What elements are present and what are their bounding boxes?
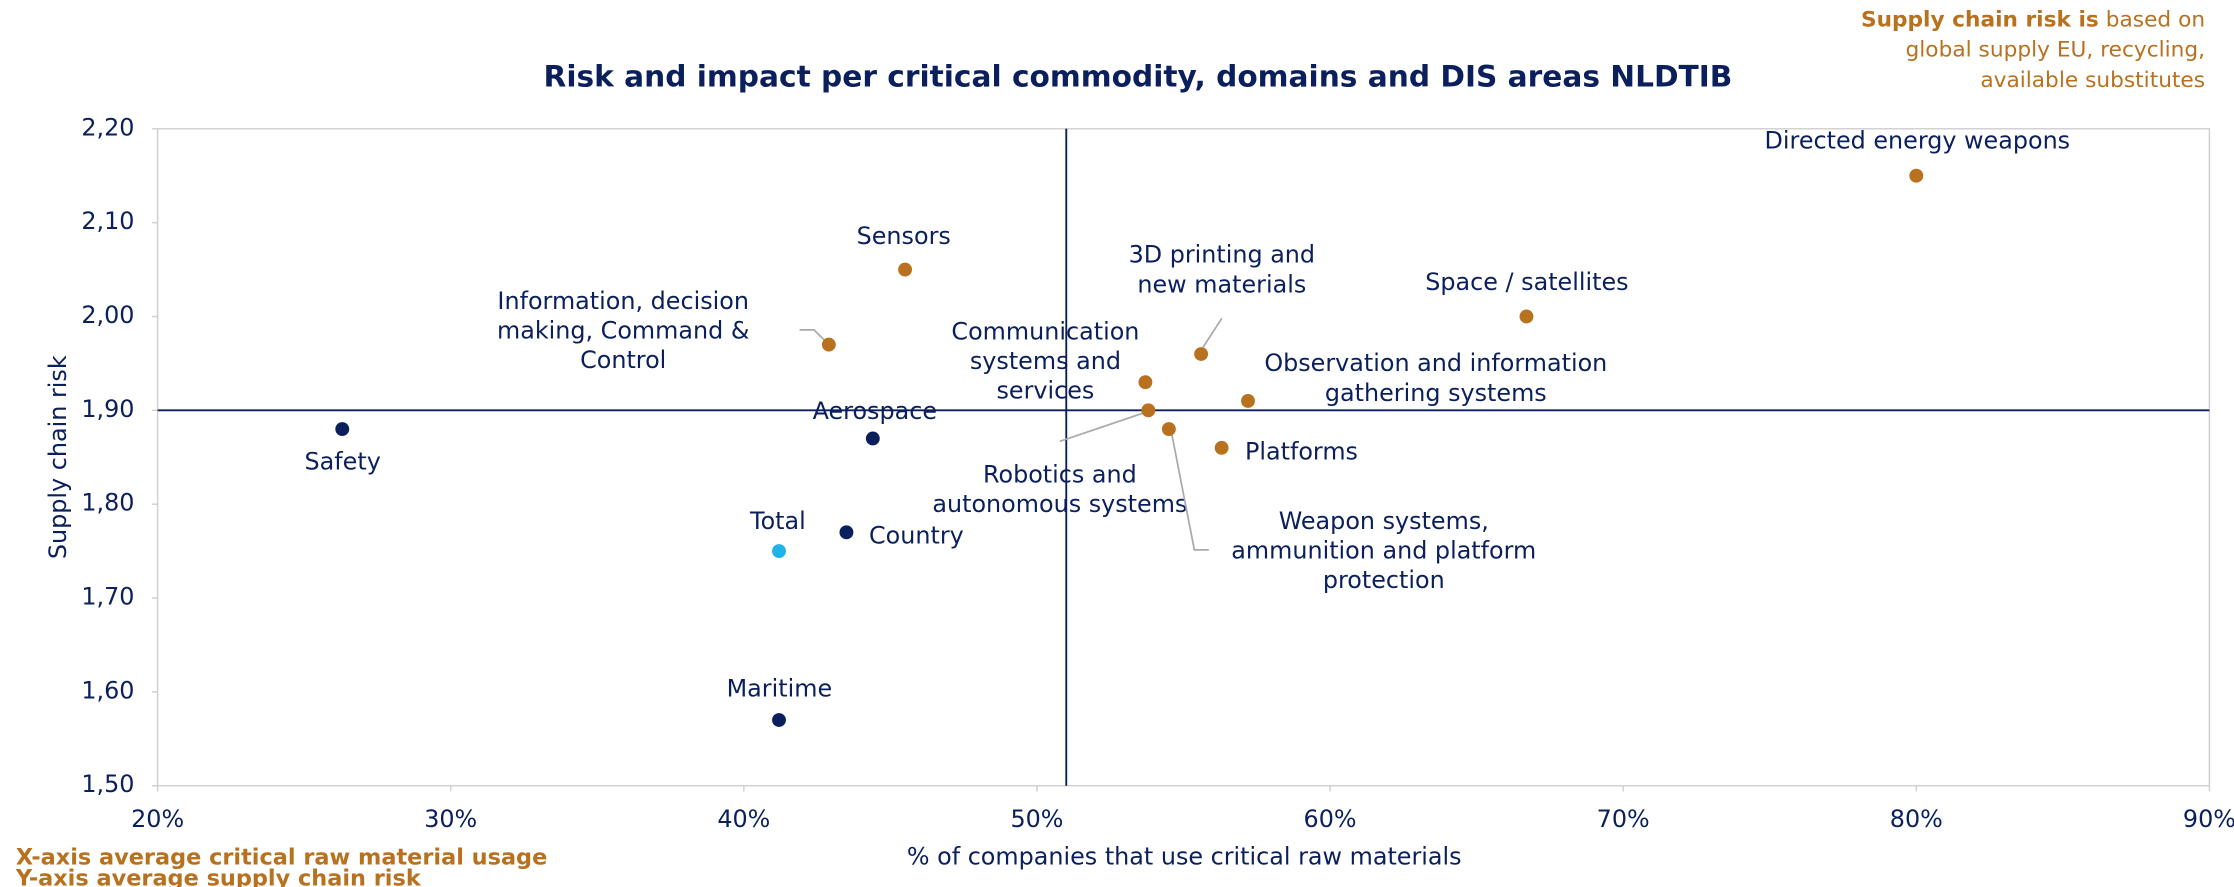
x-tick-label: 60% bbox=[1304, 805, 1357, 833]
point-label: Aerospace bbox=[813, 397, 937, 425]
x-tick-label: 70% bbox=[1597, 805, 1650, 833]
point bbox=[772, 544, 786, 559]
note-line: based on bbox=[2106, 7, 2205, 32]
x-tick-label: 80% bbox=[1890, 805, 1943, 833]
y-tick-label: 1,80 bbox=[81, 489, 134, 517]
y-tick-label: 2,00 bbox=[81, 301, 134, 329]
plot-frame bbox=[156, 128, 2211, 787]
point bbox=[335, 422, 350, 437]
point-label: Space / satellites bbox=[1425, 268, 1628, 296]
x-tick-label: 40% bbox=[717, 805, 770, 833]
y-tick-label: 1,90 bbox=[81, 395, 134, 423]
chart-title: Risk and impact per critical commodity, … bbox=[544, 59, 1733, 94]
point-label: making, Command & bbox=[497, 317, 749, 345]
y-tick-label: 1,70 bbox=[81, 583, 134, 611]
point-label: Observation and information bbox=[1264, 349, 1607, 377]
note-line: available substitutes bbox=[1980, 68, 2205, 93]
point-label: Total bbox=[749, 507, 806, 535]
point bbox=[1141, 403, 1156, 418]
x-tick-label: 90% bbox=[2183, 805, 2234, 833]
point-label: Communication bbox=[951, 317, 1139, 345]
y-tick-label: 1,60 bbox=[81, 676, 134, 704]
point bbox=[1161, 422, 1176, 437]
x-axis-title: % of companies that use critical raw mat… bbox=[907, 843, 1462, 871]
point bbox=[1241, 393, 1255, 408]
point-label: Maritime bbox=[727, 675, 833, 703]
point-label: Country bbox=[869, 521, 964, 549]
x-tick-label: 20% bbox=[131, 805, 184, 833]
point bbox=[865, 431, 880, 446]
point-label: Sensors bbox=[857, 222, 951, 250]
y-tick-label: 1,50 bbox=[81, 770, 134, 798]
footnote: Y-axis average supply chain risk bbox=[15, 866, 422, 887]
point bbox=[1138, 375, 1153, 390]
point-label: protection bbox=[1323, 566, 1445, 594]
point-label: ammunition and platform bbox=[1231, 537, 1536, 565]
point-label: Information, decision bbox=[497, 287, 749, 315]
note-bold: Supply chain risk is bbox=[1861, 7, 2099, 32]
point-label: Weapon systems, bbox=[1279, 507, 1489, 535]
point bbox=[1194, 347, 1209, 361]
point bbox=[1909, 168, 1924, 183]
point bbox=[821, 337, 836, 352]
point-label: autonomous systems bbox=[932, 490, 1187, 518]
footnote: X-axis average critical raw material usa… bbox=[16, 845, 547, 871]
note: Supply chain risk is based on bbox=[1861, 7, 2205, 32]
point bbox=[1519, 309, 1534, 324]
point-label: Control bbox=[580, 346, 666, 374]
point-label: systems and bbox=[970, 347, 1121, 375]
point bbox=[1214, 440, 1229, 455]
point-label: new materials bbox=[1137, 270, 1306, 298]
leader-line bbox=[1170, 431, 1209, 551]
point-label: gathering systems bbox=[1325, 379, 1547, 407]
point-label: Robotics and bbox=[983, 461, 1137, 489]
leader-line bbox=[799, 329, 828, 344]
point-label: Directed energy weapons bbox=[1765, 126, 2071, 154]
point-label: services bbox=[996, 377, 1094, 405]
y-axis-title: Supply chain risk bbox=[44, 355, 72, 559]
y-tick-label: 2,10 bbox=[81, 207, 134, 235]
y-tick-label: 2,20 bbox=[81, 113, 134, 141]
leader-line bbox=[1202, 317, 1223, 348]
leader-line bbox=[1059, 410, 1150, 443]
note-line: global supply EU, recycling, bbox=[1906, 38, 2206, 63]
point-label: Safety bbox=[305, 448, 381, 476]
point-label: Platforms bbox=[1245, 437, 1358, 465]
point bbox=[839, 525, 854, 540]
x-tick-label: 30% bbox=[424, 805, 477, 833]
point bbox=[772, 713, 786, 727]
point-label: 3D printing and bbox=[1129, 241, 1316, 269]
x-tick-label: 50% bbox=[1010, 805, 1063, 833]
point bbox=[898, 262, 912, 277]
